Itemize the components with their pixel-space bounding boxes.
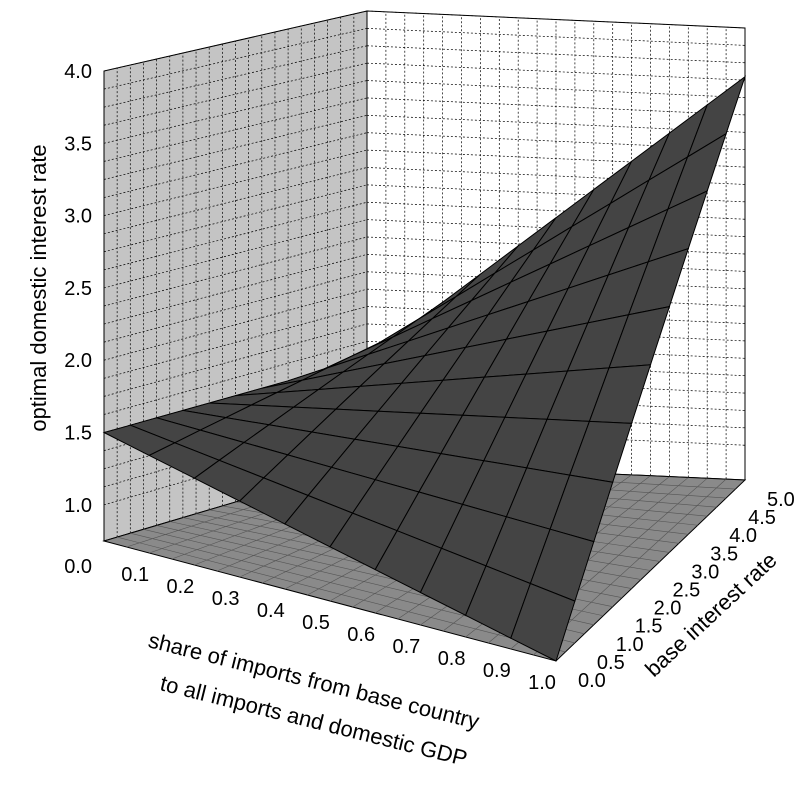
back-wall-gridline [366, 184, 746, 203]
x-tick-label: 0.2 [166, 576, 194, 598]
left-wall-gridline [103, 271, 368, 343]
z-tick-label: 3.5 [64, 133, 92, 155]
left-wall-gridline [103, 132, 368, 198]
y-tick-label: 4.0 [729, 525, 757, 547]
back-wall-gridline [366, 114, 746, 133]
left-wall-gridline [103, 97, 368, 162]
z-tick-label: 1.5 [64, 423, 92, 445]
y-tick-label: 3.5 [710, 543, 738, 565]
back-wall-gridline [366, 167, 746, 185]
x-tick-label: 0.8 [438, 648, 466, 670]
x-tick-label: 0.1 [121, 564, 149, 586]
left-wall-gridline [103, 10, 368, 72]
left-wall-gridline [103, 149, 368, 216]
x-tick-label: 0.6 [347, 624, 375, 646]
left-wall-gridline [103, 114, 368, 180]
y-tick-label: 4.5 [748, 507, 776, 529]
left-wall-gridline [103, 62, 368, 126]
y-tick-label: 0.5 [597, 652, 625, 674]
back-wall-gridline [366, 132, 746, 151]
z-tick-label: 3.0 [64, 206, 92, 228]
left-wall-gridline [103, 201, 368, 271]
left-wall-gridline [103, 80, 368, 144]
back-wall-gridline [366, 62, 746, 81]
left-wall-gridline [103, 219, 368, 289]
x-tick-label: 0.0 [64, 556, 92, 578]
left-wall-gridline [103, 167, 368, 235]
x-tick-label: 0.9 [483, 660, 511, 682]
surface-mesh [102, 75, 746, 662]
y-tick-label: 1.0 [616, 634, 644, 656]
floor-gridline [117, 536, 566, 653]
x-tick-label: 0.4 [257, 600, 285, 622]
left-wall-gridline [103, 323, 368, 397]
z-tick-label: 2.0 [64, 350, 92, 372]
left-wall-gridline [103, 306, 368, 379]
y-tick-label: 3.0 [691, 561, 719, 583]
z-tick-label: 2.5 [64, 278, 92, 300]
x-tick-label: 0.3 [212, 588, 240, 610]
left-wall-gridline [103, 340, 368, 415]
left-wall-gridline [103, 236, 368, 307]
z-tick-label: 1.0 [64, 495, 92, 517]
left-wall-gridline [103, 184, 368, 253]
x-tick-label: 1.0 [528, 672, 556, 694]
left-wall-gridline [103, 288, 368, 361]
left-wall-gridline [103, 28, 368, 90]
back-wall-gridline [366, 28, 746, 46]
left-wall-gridline [103, 45, 368, 108]
tick-labels: 1.01.52.02.53.03.54.00.0 0.10.20.30.40.50… [64, 61, 795, 694]
y-tick-label: 2.0 [654, 598, 682, 620]
z-axis-label: optimal domestic interest rate [26, 144, 51, 431]
y-tick-label: 0.0 [578, 670, 606, 692]
surface-cell [510, 582, 576, 662]
left-wall-gridline [103, 254, 368, 325]
y-tick-label: 2.5 [673, 580, 701, 602]
y-tick-label: 1.5 [635, 616, 663, 638]
back-wall-gridline [366, 10, 746, 29]
y-tick-label: 5.0 [767, 489, 795, 511]
x-tick-label: 0.7 [392, 636, 420, 658]
z-tick-label: 4.0 [64, 61, 92, 83]
x-tick-label: 0.5 [302, 612, 330, 634]
back-wall-gridline [366, 80, 746, 98]
